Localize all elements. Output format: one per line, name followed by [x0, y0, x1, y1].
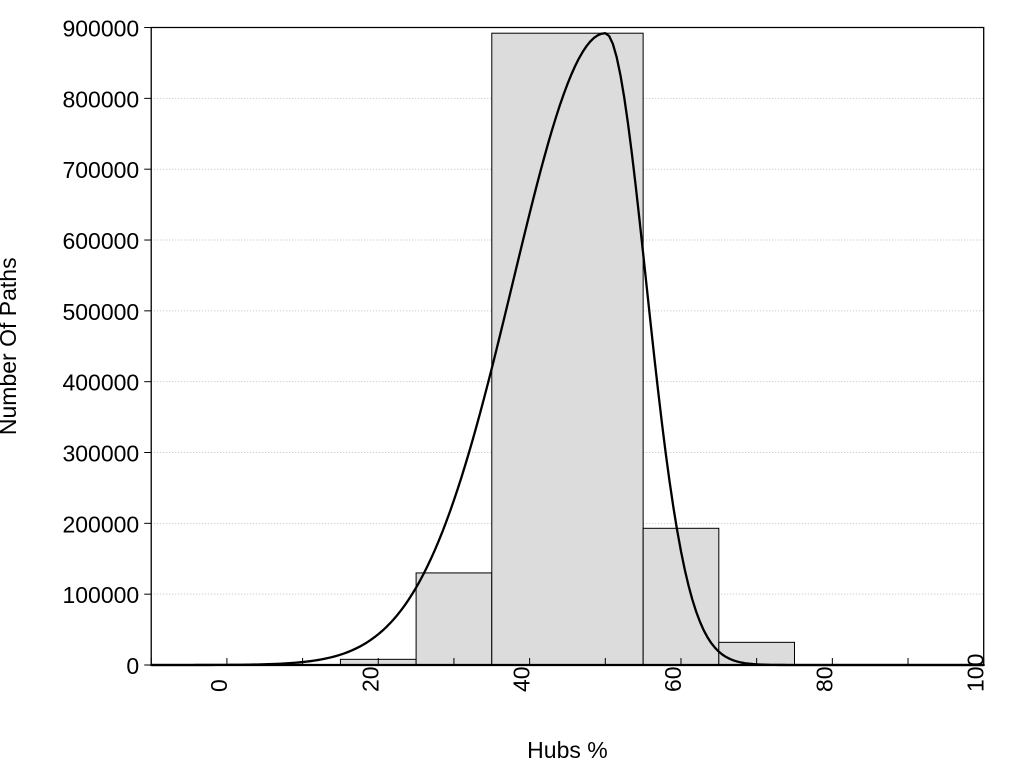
svg-text:700000: 700000 — [62, 157, 139, 183]
svg-text:900000: 900000 — [62, 16, 139, 42]
svg-text:40: 40 — [509, 666, 535, 692]
svg-text:500000: 500000 — [62, 299, 139, 325]
svg-text:0: 0 — [126, 653, 139, 679]
svg-text:400000: 400000 — [62, 370, 139, 396]
svg-text:60: 60 — [660, 666, 686, 692]
svg-text:800000: 800000 — [62, 86, 139, 112]
svg-text:20: 20 — [357, 666, 383, 692]
svg-text:100: 100 — [963, 654, 989, 692]
svg-text:200000: 200000 — [62, 511, 139, 537]
svg-text:0: 0 — [206, 679, 232, 692]
svg-text:300000: 300000 — [62, 441, 139, 467]
svg-text:80: 80 — [811, 666, 837, 692]
svg-text:Number Of Paths: Number Of Paths — [0, 257, 21, 435]
svg-text:600000: 600000 — [62, 228, 139, 254]
svg-text:Hubs %: Hubs % — [527, 737, 608, 763]
svg-text:100000: 100000 — [62, 582, 139, 608]
